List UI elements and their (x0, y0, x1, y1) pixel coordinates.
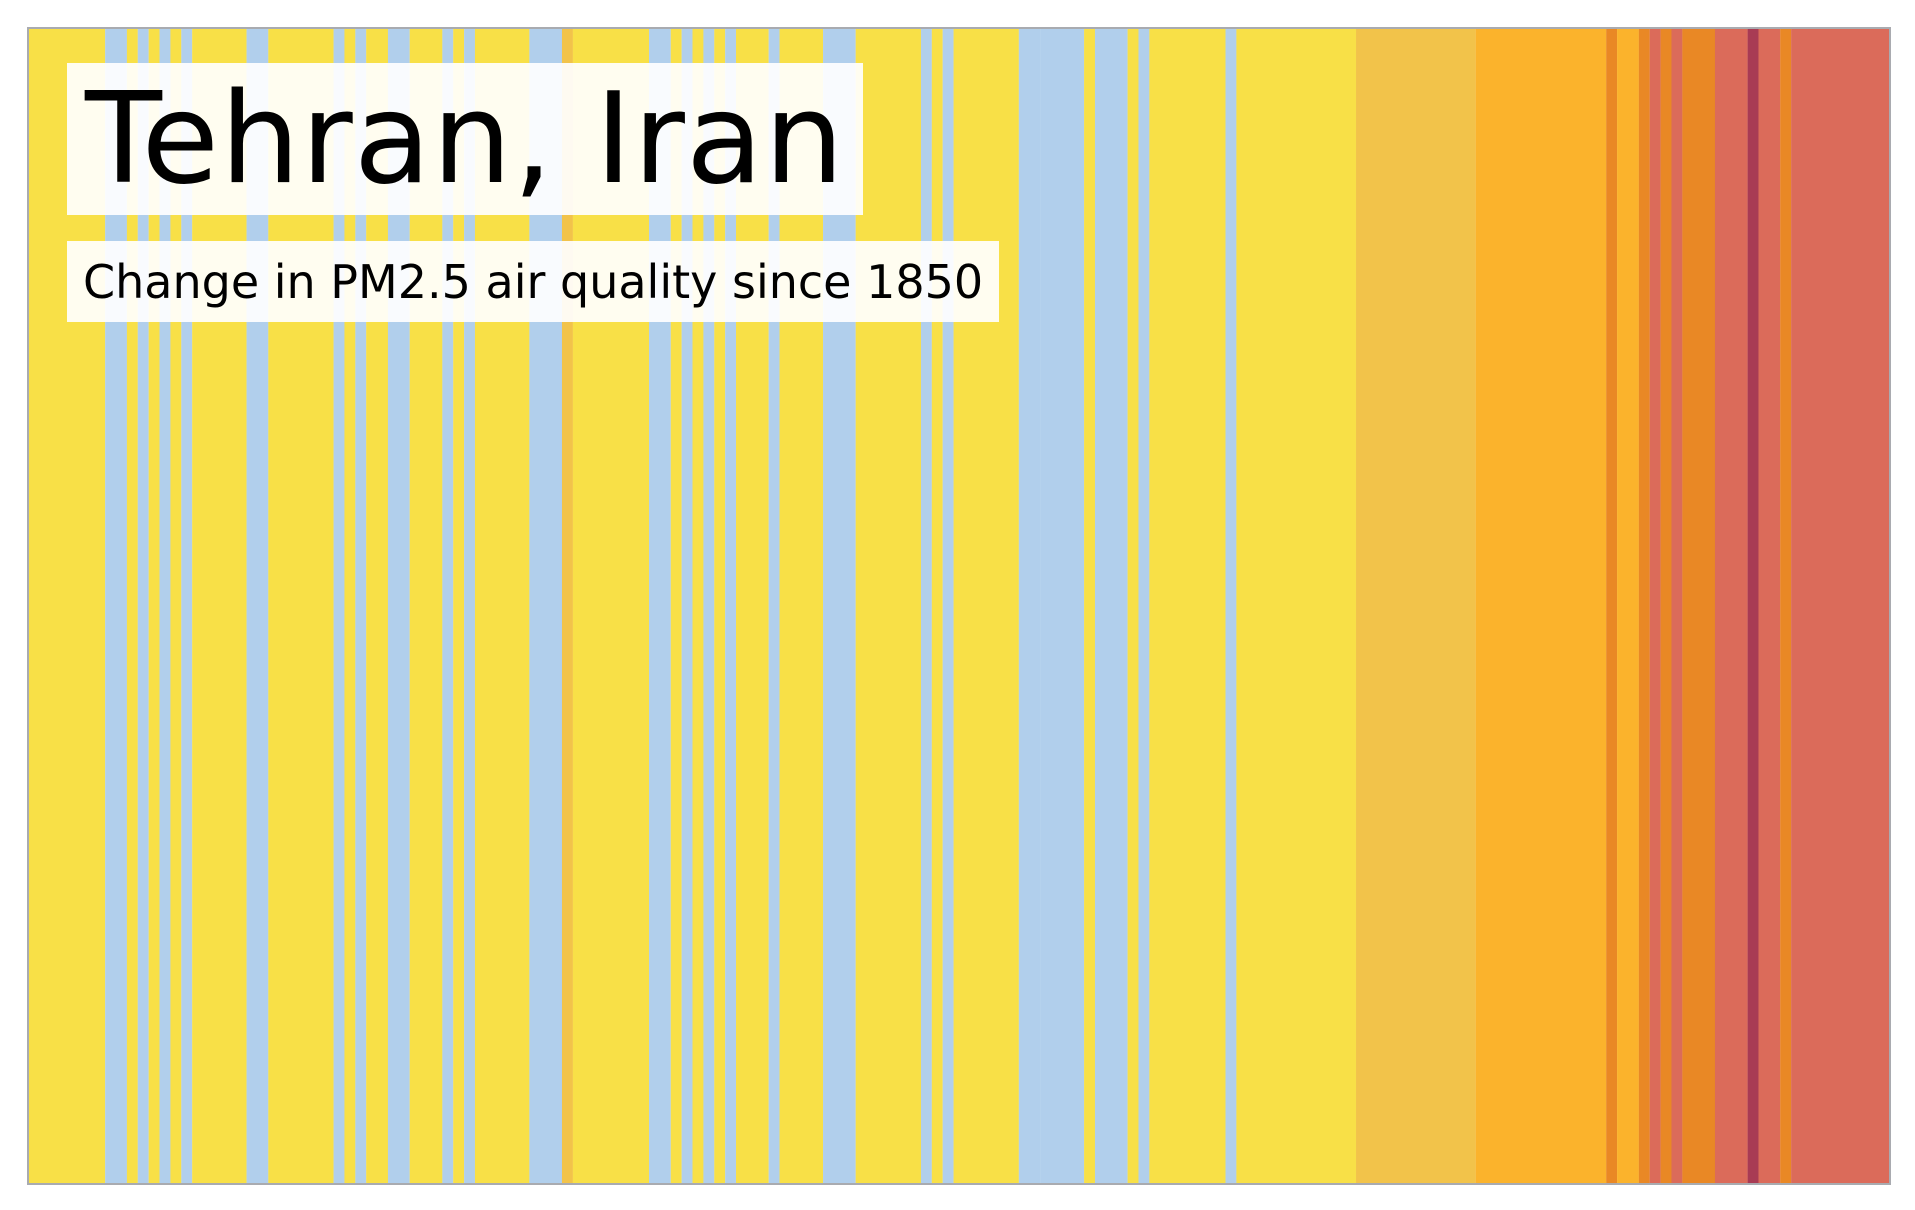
stripe-1865 (192, 29, 247, 1183)
stripe-1960 (1225, 29, 1237, 1183)
stripe-1935 (953, 29, 1019, 1183)
stripe-1919 (779, 29, 824, 1183)
stripe-1885 (409, 29, 443, 1183)
stripe-1888 (442, 29, 454, 1183)
chart-subtitle: Change in PM2.5 air quality since 1850 (83, 254, 984, 309)
stripe-1943 (1040, 29, 1085, 1183)
stripe-1913 (714, 29, 726, 1183)
stripe-1860 (137, 29, 149, 1183)
stripe-2000 (1660, 29, 1672, 1183)
stripe-2008 (1747, 29, 1759, 1183)
stripe-1889 (453, 29, 465, 1183)
warming-stripes-chart (27, 27, 1891, 1185)
stripe-2009 (1758, 29, 1781, 1183)
chart-title: Tehran, Iran (85, 65, 845, 212)
stripe-1872 (268, 29, 334, 1183)
stripe-1952 (1138, 29, 1150, 1183)
stripe-2001 (1671, 29, 1683, 1183)
chart-subtitle-box: Change in PM2.5 air quality since 1850 (67, 241, 1000, 322)
stripe-1999 (1649, 29, 1661, 1183)
stripe-1915 (736, 29, 769, 1183)
stripe-1926 (855, 29, 922, 1183)
stripe-1918 (768, 29, 780, 1183)
stripe-1998 (1638, 29, 1650, 1183)
stripe-1863 (170, 29, 182, 1183)
stripe-1911 (692, 29, 704, 1183)
stripe-2012 (1791, 29, 1889, 1183)
stripe-1864 (181, 29, 193, 1183)
stripe-1932 (920, 29, 932, 1183)
stripe-1914 (725, 29, 737, 1183)
stripe-1850 (29, 29, 106, 1183)
chart-title-box: Tehran, Iran (67, 63, 863, 215)
stripe-1878 (333, 29, 345, 1183)
stripe-2005 (1714, 29, 1748, 1183)
stripes-plot-area (29, 29, 1889, 1183)
stripe-1910 (681, 29, 693, 1183)
stripe-1923 (823, 29, 856, 1183)
stripe-1983 (1475, 29, 1607, 1183)
stripe-1899 (561, 29, 573, 1183)
stripe-1948 (1094, 29, 1128, 1183)
stripe-1909 (670, 29, 682, 1183)
stripe-1972 (1356, 29, 1476, 1183)
stripe-1861 (148, 29, 160, 1183)
stripe-1912 (703, 29, 715, 1183)
stripe-1951 (1127, 29, 1139, 1183)
stripe-1941 (1018, 29, 1041, 1183)
stripe-1900 (572, 29, 650, 1183)
stripe-1961 (1236, 29, 1357, 1183)
stripe-1934 (942, 29, 954, 1183)
stripe-1996 (1617, 29, 1639, 1183)
stripe-1891 (474, 29, 530, 1183)
stripe-1953 (1149, 29, 1226, 1183)
stripe-1859 (126, 29, 138, 1183)
stripe-1862 (159, 29, 171, 1183)
stripe-1933 (931, 29, 943, 1183)
stripe-1880 (355, 29, 367, 1183)
stripe-1879 (344, 29, 356, 1183)
stripe-1947 (1084, 29, 1096, 1183)
stripe-1890 (464, 29, 476, 1183)
stripe-1896 (529, 29, 563, 1183)
stripe-2002 (1682, 29, 1716, 1183)
stripe-1995 (1606, 29, 1618, 1183)
stripe-2011 (1780, 29, 1792, 1183)
